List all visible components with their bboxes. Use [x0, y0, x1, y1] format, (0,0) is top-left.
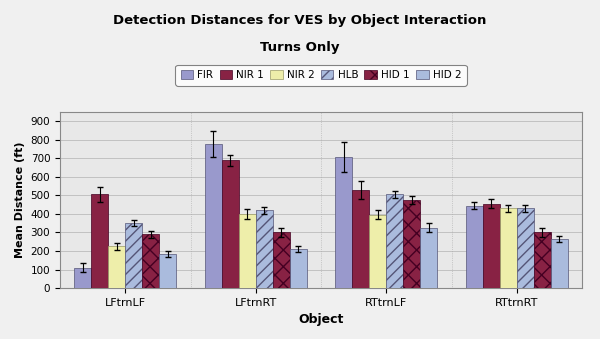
Text: Detection Distances for VES by Object Interaction: Detection Distances for VES by Object In…: [113, 14, 487, 26]
Bar: [74, 268, 91, 288]
Bar: [534, 233, 551, 288]
Bar: [335, 157, 352, 288]
Text: Turns Only: Turns Only: [260, 41, 340, 54]
Bar: [551, 239, 568, 288]
Bar: [500, 208, 517, 288]
Bar: [159, 254, 176, 288]
Legend: FIR, NIR 1, NIR 2, HLB, HID 1, HID 2: FIR, NIR 1, NIR 2, HLB, HID 1, HID 2: [175, 65, 467, 85]
Bar: [517, 208, 534, 288]
Bar: [108, 246, 125, 288]
Bar: [403, 200, 420, 288]
X-axis label: Object: Object: [298, 314, 344, 326]
Bar: [125, 223, 142, 288]
Bar: [466, 205, 483, 288]
Y-axis label: Mean Distance (ft): Mean Distance (ft): [15, 142, 25, 258]
Bar: [369, 215, 386, 288]
Bar: [205, 144, 222, 288]
Bar: [290, 249, 307, 288]
Bar: [91, 195, 108, 288]
Bar: [239, 214, 256, 288]
Bar: [352, 190, 369, 288]
Bar: [483, 204, 500, 288]
Bar: [273, 233, 290, 288]
Bar: [256, 210, 273, 288]
Bar: [386, 195, 403, 288]
Bar: [142, 234, 159, 288]
Bar: [420, 228, 437, 288]
Bar: [222, 160, 239, 288]
